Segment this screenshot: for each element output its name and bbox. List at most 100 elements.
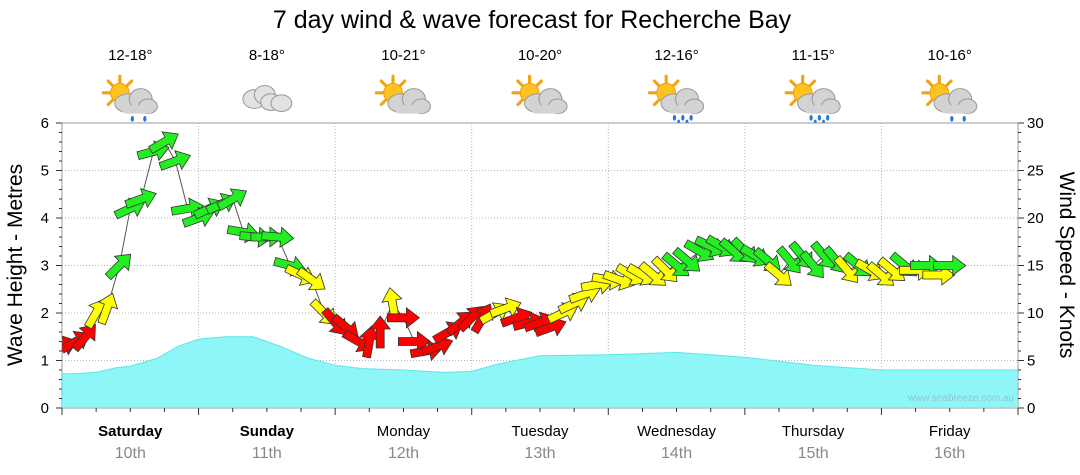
left-tick-label: 0 <box>41 400 49 417</box>
day-label: Monday <box>377 423 431 440</box>
wind-arrow-shape <box>261 226 295 248</box>
wind-arrow-shape <box>650 255 678 283</box>
day-label: Friday <box>929 423 971 440</box>
right-axis-label: Wind Speed - Knots <box>1055 172 1078 359</box>
wind-arrow <box>147 131 179 155</box>
wind-arrow <box>386 306 421 329</box>
wind-arrow <box>295 266 326 291</box>
right-tick-label: 15 <box>1027 258 1044 275</box>
wind-arrow <box>261 226 295 248</box>
wind-arrow-shape <box>295 266 326 291</box>
right-tick-label: 0 <box>1027 400 1035 417</box>
wind-arrow <box>97 292 119 326</box>
sun-cloud-rain-icon <box>647 74 705 124</box>
wind-arrow <box>866 261 895 286</box>
left-tick-label: 6 <box>41 115 49 132</box>
left-tick-label: 5 <box>41 163 49 180</box>
wind-arrow-shape <box>922 264 956 286</box>
wind-arrow <box>763 261 792 286</box>
wind-arrow-shape <box>216 188 248 212</box>
wind-arrow <box>833 254 859 284</box>
temperature-range: 10-21° <box>381 47 425 64</box>
temperature-range: 10-20° <box>518 47 562 64</box>
wind-arrow-shape <box>147 131 179 155</box>
day-label: Saturday <box>98 423 163 440</box>
wind-arrow-shape <box>661 251 690 277</box>
sun-cloud-drizzle-icon <box>921 74 978 122</box>
wind-arrow <box>0 0 16 10</box>
wind-arrow-shape <box>763 261 792 286</box>
date-label: 16th <box>934 445 965 462</box>
date-label: 10th <box>115 445 146 462</box>
wind-arrow-shape <box>833 254 859 284</box>
wind-arrow-shape <box>910 254 944 277</box>
sun-cloud-icon <box>374 74 432 115</box>
wind-arrow-shape <box>71 324 96 353</box>
watermark: www.seabreeze.com.au <box>907 393 1014 404</box>
temperature-range: 12-16° <box>654 47 698 64</box>
temperature-range: 11-15° <box>792 47 835 64</box>
right-tick-label: 10 <box>1027 305 1044 322</box>
right-tick-label: 30 <box>1027 115 1044 132</box>
wave-height-area <box>62 336 1018 408</box>
wind-arrow <box>661 251 690 277</box>
left-axis-label: Wave Height - Metres <box>4 164 27 366</box>
right-axis: 0 5 10 15 20 25 30 <box>1018 115 1044 417</box>
right-tick-label: 20 <box>1027 210 1044 227</box>
wind-arrow-shape <box>638 261 667 286</box>
wind-arrow-shape <box>0 0 16 10</box>
date-label: 15th <box>798 445 829 462</box>
date-label: 13th <box>524 445 555 462</box>
date-label: 14th <box>661 445 692 462</box>
wind-arrow-shape <box>104 253 132 281</box>
wind-arrow-shape <box>158 149 192 171</box>
wind-arrow <box>922 264 956 286</box>
wind-arrow <box>369 315 392 349</box>
wind-arrow-shape <box>0 0 16 10</box>
wind-arrow-shape <box>0 0 16 10</box>
wind-arrow <box>672 246 701 272</box>
wind-arrow <box>0 0 16 10</box>
temperature-range: 10-16° <box>928 47 972 64</box>
left-axis: 0 1 2 3 4 5 6 <box>41 115 62 417</box>
daily-forecast-header: 12-18° 8-18° 10-21° 10-20° 12-16° 11-15° 10-16… <box>101 47 978 124</box>
sun-cloud-icon <box>511 74 568 115</box>
wind-arrow-shape <box>866 261 895 286</box>
wind-arrow-shape <box>386 306 421 329</box>
left-tick-label: 1 <box>41 353 49 370</box>
right-tick-label: 25 <box>1027 163 1044 180</box>
wind-arrows <box>0 0 967 362</box>
left-tick-label: 2 <box>41 305 49 322</box>
sun-cloud-rain-icon <box>784 74 841 124</box>
chart-title: 7 day wind & wave forecast for Recherche… <box>273 6 792 34</box>
wind-arrow-shape <box>397 330 432 353</box>
wind-arrow-shape <box>97 292 119 326</box>
temperature-range: 12-18° <box>108 47 152 64</box>
wind-arrow-shape <box>775 245 801 274</box>
wind-arrow-shape <box>0 0 16 10</box>
wind-arrow-shape <box>488 297 522 319</box>
left-tick-label: 3 <box>41 258 49 275</box>
wind-arrow <box>124 187 157 209</box>
cloud-icon <box>242 84 293 113</box>
wind-arrow-shape <box>933 254 967 277</box>
day-label: Tuesday <box>512 423 569 440</box>
wind-arrow-shape <box>0 0 16 10</box>
wind-arrow-shape <box>672 246 701 272</box>
wind-arrow <box>158 149 192 171</box>
wind-arrow <box>397 330 432 353</box>
wind-arrow <box>0 0 16 10</box>
temperature-range: 8-18° <box>249 47 285 64</box>
right-tick-label: 5 <box>1027 353 1035 370</box>
wind-arrow <box>216 188 248 212</box>
date-label: 12th <box>388 445 419 462</box>
sun-cloud-drizzle-icon <box>101 74 158 122</box>
wind-arrow <box>650 255 678 283</box>
date-label: 11th <box>252 445 282 462</box>
wind-arrow <box>775 245 801 274</box>
wind-arrow <box>488 297 522 319</box>
wind-arrow-shape <box>124 187 157 209</box>
wind-arrow <box>933 254 967 277</box>
wind-arrow-shape <box>369 315 392 349</box>
